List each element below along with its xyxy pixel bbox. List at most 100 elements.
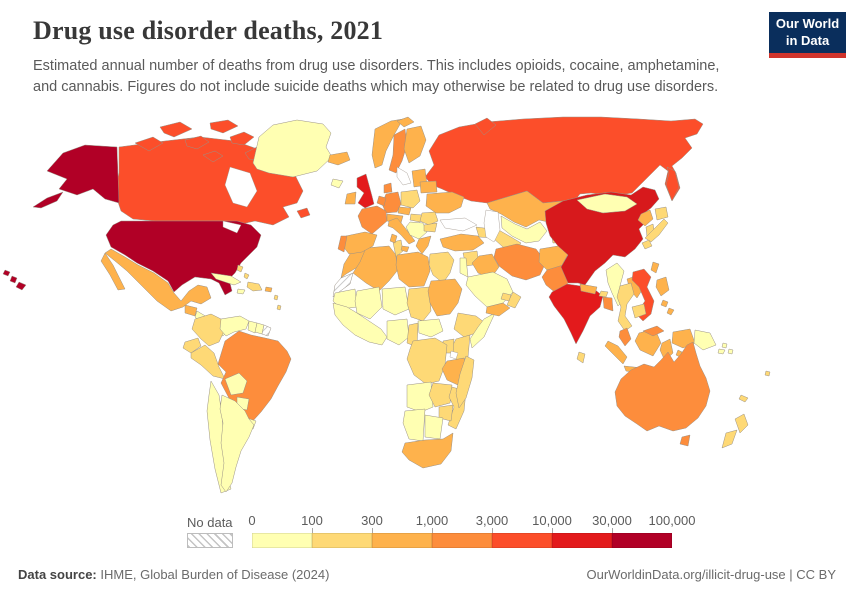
country-denmark[interactable] — [383, 182, 393, 194]
country-libya[interactable] — [395, 251, 431, 288]
country-japan-honshu[interactable] — [644, 218, 669, 243]
country-france[interactable] — [357, 205, 388, 235]
legend-bin-2[interactable] — [372, 533, 432, 548]
country-argentina[interactable] — [219, 394, 255, 493]
country-belarus[interactable] — [419, 180, 438, 194]
country-mali[interactable] — [354, 286, 383, 320]
country-usa-aleutians[interactable] — [32, 191, 64, 209]
country-ecuador[interactable] — [182, 337, 202, 354]
country-malaysia-borneo[interactable] — [642, 325, 665, 337]
country-cuba[interactable] — [210, 272, 242, 286]
country-hungary[interactable] — [409, 213, 423, 223]
country-canada-island[interactable] — [134, 136, 164, 152]
country-algeria[interactable] — [352, 245, 398, 292]
legend-bin-0[interactable] — [252, 533, 312, 548]
country-czechia[interactable] — [397, 206, 412, 216]
country-bangladesh[interactable] — [602, 296, 614, 312]
country-tunisia[interactable] — [392, 239, 404, 258]
country-united-kingdom[interactable] — [356, 173, 375, 209]
country-italy[interactable] — [387, 217, 416, 245]
country-canada-island[interactable] — [229, 131, 255, 146]
country-zimbabwe[interactable] — [438, 404, 454, 422]
country-turkey[interactable] — [439, 233, 485, 252]
country-cambodia[interactable] — [631, 303, 647, 319]
country-niger[interactable] — [381, 286, 410, 316]
country-car[interactable] — [417, 318, 444, 338]
legend-bin-4[interactable] — [492, 533, 552, 548]
country-usa[interactable] — [105, 220, 262, 296]
country-greenland-island[interactable] — [330, 178, 344, 189]
country-russia-novaya-zemlya[interactable] — [474, 117, 497, 136]
country-dr-congo[interactable] — [406, 337, 448, 385]
country-zambia[interactable] — [428, 382, 453, 408]
country-svalbard[interactable] — [396, 116, 415, 128]
country-bulgaria[interactable] — [423, 222, 438, 233]
country-brazil[interactable] — [217, 330, 292, 426]
country-philippines-luzon[interactable] — [655, 276, 670, 297]
country-new-zealand-south[interactable] — [721, 429, 738, 449]
legend-bin-3[interactable] — [432, 533, 492, 548]
country-vietnam[interactable] — [631, 268, 655, 322]
country-sardinia[interactable] — [389, 233, 398, 244]
country-jamaica[interactable] — [236, 288, 246, 295]
country-ireland[interactable] — [344, 191, 357, 205]
country-west-africa[interactable] — [332, 302, 388, 346]
country-iceland[interactable] — [327, 151, 351, 166]
country-solomon-islands[interactable] — [727, 348, 734, 355]
country-usa-alaska[interactable] — [46, 144, 120, 204]
country-japan-hokkaido[interactable] — [654, 206, 669, 221]
country-new-caledonia[interactable] — [738, 394, 749, 403]
country-philippines-island[interactable] — [660, 299, 669, 308]
country-usa-hawaii[interactable] — [9, 275, 18, 284]
country-new-britain[interactable] — [717, 348, 726, 355]
country-canada-island[interactable] — [159, 121, 193, 138]
country-russia-kamchatka[interactable] — [665, 166, 680, 202]
country-canada-island[interactable] — [202, 150, 224, 163]
country-new-zealand-north[interactable] — [734, 413, 749, 434]
country-chad[interactable] — [406, 286, 432, 322]
country-egypt[interactable] — [428, 251, 455, 284]
country-guatemala[interactable] — [184, 304, 198, 317]
country-venezuela[interactable] — [219, 315, 250, 337]
country-uae[interactable] — [500, 292, 512, 302]
country-malaysia-peninsula[interactable] — [618, 327, 632, 347]
country-indonesia-sumatra[interactable] — [604, 340, 628, 365]
country-sudan[interactable] — [427, 278, 463, 317]
country-mexico-baja[interactable] — [100, 252, 126, 291]
country-namibia[interactable] — [402, 408, 426, 442]
country-solomon-islands[interactable] — [721, 342, 728, 349]
country-french-guiana[interactable] — [261, 324, 272, 337]
country-guyana[interactable] — [247, 320, 258, 334]
country-north-korea[interactable] — [637, 209, 654, 227]
country-papua-new-guinea[interactable] — [693, 329, 717, 351]
country-colombia[interactable] — [191, 313, 226, 347]
country-greece[interactable] — [415, 235, 432, 255]
country-mongolia[interactable] — [576, 193, 638, 214]
country-taiwan[interactable] — [650, 261, 660, 274]
country-sweden[interactable] — [388, 128, 408, 174]
country-usa-hawaii[interactable] — [2, 269, 11, 277]
country-angola[interactable] — [406, 381, 434, 413]
country-ukraine[interactable] — [425, 191, 465, 214]
country-romania[interactable] — [419, 211, 439, 226]
country-tasmania[interactable] — [679, 434, 691, 447]
country-madagascar[interactable] — [455, 355, 475, 409]
country-poland[interactable] — [400, 189, 421, 209]
country-saudi-arabia[interactable] — [465, 271, 514, 308]
country-puerto-rico[interactable] — [264, 286, 273, 293]
country-sicily[interactable] — [400, 245, 410, 253]
country-portugal[interactable] — [337, 235, 348, 253]
country-russia[interactable] — [424, 116, 704, 206]
country-iran[interactable] — [493, 243, 547, 281]
country-mexico[interactable] — [104, 248, 212, 312]
country-lesser-antilles[interactable] — [273, 294, 279, 301]
country-canada-island[interactable] — [209, 119, 239, 134]
country-lesser-antilles[interactable] — [276, 304, 282, 311]
legend-bin-5[interactable] — [552, 533, 612, 548]
country-benelux[interactable] — [376, 195, 387, 207]
legend-bin-1[interactable] — [312, 533, 372, 548]
country-bahamas[interactable] — [243, 272, 250, 280]
country-usa-hawaii[interactable] — [15, 281, 27, 291]
country-hispaniola[interactable] — [246, 281, 263, 292]
legend-bin-6[interactable] — [612, 533, 672, 548]
